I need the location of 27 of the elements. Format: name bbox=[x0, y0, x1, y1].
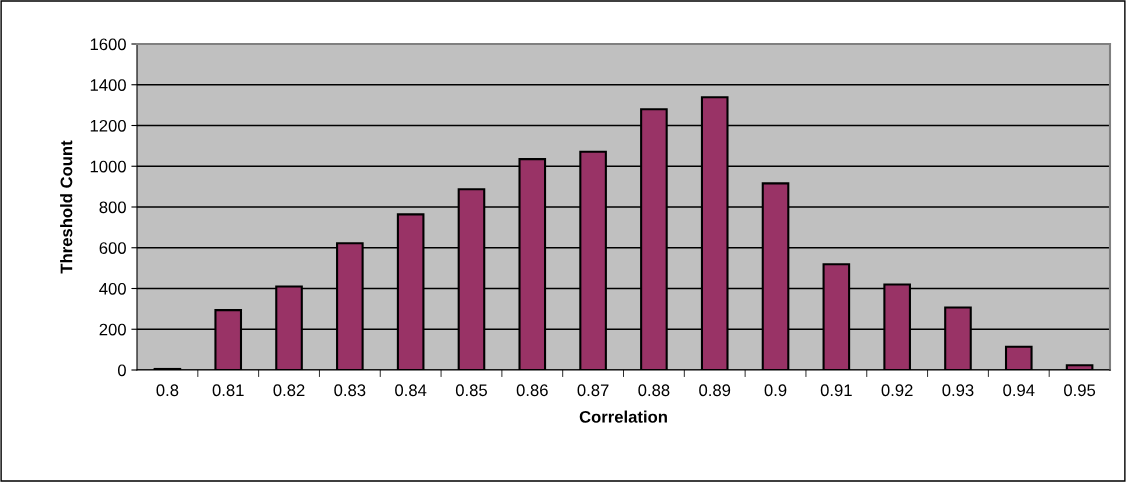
x-tick-label: 0.83 bbox=[334, 384, 366, 397]
x-tick-label: 0.87 bbox=[577, 384, 609, 397]
y-axis-title: Threshold Count bbox=[60, 140, 73, 274]
y-tick-label: 0 bbox=[117, 364, 126, 377]
y-tick-label: 1200 bbox=[90, 119, 126, 132]
x-tick-label: 0.84 bbox=[395, 384, 427, 397]
x-tick-label: 0.82 bbox=[273, 384, 305, 397]
x-tick-label: 0.92 bbox=[881, 384, 913, 397]
x-tick-label: 0.94 bbox=[1003, 384, 1035, 397]
x-tick-label: 0.95 bbox=[1064, 384, 1096, 397]
x-tick-label: 0.85 bbox=[455, 384, 487, 397]
x-tick-label: 0.88 bbox=[638, 384, 670, 397]
y-tick-label: 1400 bbox=[90, 79, 126, 91]
x-tick-label: 0.8 bbox=[156, 384, 179, 397]
y-tick-label: 200 bbox=[99, 323, 126, 336]
x-tick-label: 0.89 bbox=[699, 384, 731, 397]
x-tick-label: 0.9 bbox=[764, 384, 787, 397]
x-tick-label: 0.86 bbox=[516, 384, 548, 397]
y-tick-label: 800 bbox=[99, 201, 126, 214]
y-tick-label: 400 bbox=[99, 282, 126, 295]
x-tick-label: 0.93 bbox=[942, 384, 974, 397]
y-tick-label: 600 bbox=[99, 242, 126, 254]
x-axis-title: Correlation bbox=[579, 410, 667, 423]
y-tick-label: 1600 bbox=[90, 38, 126, 51]
x-tick-label: 0.91 bbox=[820, 384, 852, 397]
y-tick-label: 1000 bbox=[90, 160, 126, 173]
x-tick-label: 0.81 bbox=[212, 384, 244, 397]
